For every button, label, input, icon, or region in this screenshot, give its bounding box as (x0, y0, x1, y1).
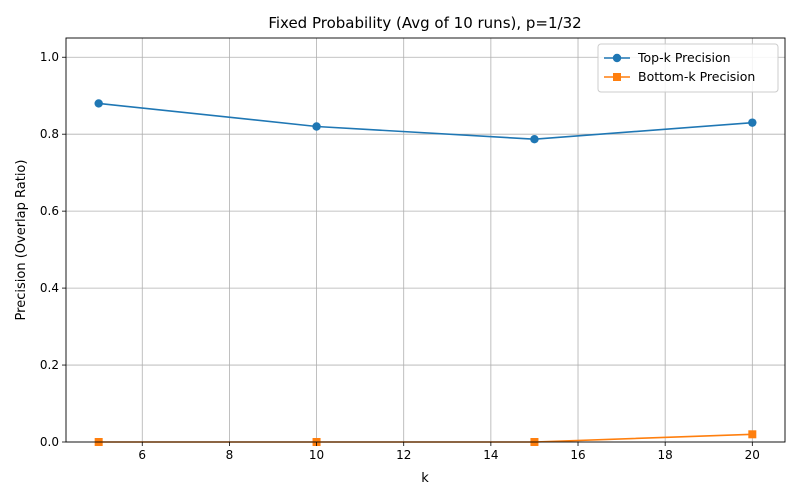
ticks: 6 8 10 12 14 16 18 20 0.0 0.2 0.4 0.6 0.8 1.0 (40, 50, 760, 462)
data-point-circle (312, 122, 321, 131)
series-0 (94, 99, 757, 144)
y-tick-label: 0.6 (40, 204, 59, 218)
data-point-circle (94, 99, 103, 108)
legend: Top-k Precision Bottom-k Precision (597, 43, 779, 93)
y-tick-label: 0.0 (40, 435, 59, 449)
x-tick-label: 6 (138, 448, 146, 462)
data-point-circle (530, 134, 539, 144)
y-tick-label: 0.8 (40, 127, 59, 141)
chart-title: Fixed Probability (Avg of 10 runs), p=1/… (268, 14, 581, 32)
data-point-circle (748, 118, 757, 127)
y-tick-label: 0.2 (40, 358, 59, 372)
legend-label: Top-k Precision (637, 50, 731, 65)
y-axis-label: Precision (Overlap Ratio) (14, 160, 29, 321)
x-tick-label: 20 (745, 448, 760, 462)
legend-marker-circle (612, 53, 622, 63)
x-tick-label: 10 (309, 448, 324, 462)
data-point-square (748, 430, 757, 439)
legend-label: Bottom-k Precision (638, 69, 755, 84)
y-tick-label: 1.0 (40, 50, 59, 64)
plot-area-frame (65, 37, 786, 443)
x-tick-label: 16 (570, 448, 585, 462)
y-tick-label: 0.4 (40, 281, 59, 295)
series-line (98, 102, 753, 140)
x-tick-label: 12 (396, 448, 411, 462)
x-tick-label: 14 (483, 448, 498, 462)
x-axis-label: k (421, 471, 429, 486)
legend-box (597, 43, 779, 93)
legend-marker-square (613, 73, 621, 81)
x-tick-label: 8 (226, 448, 234, 462)
x-tick-label: 18 (658, 448, 673, 462)
